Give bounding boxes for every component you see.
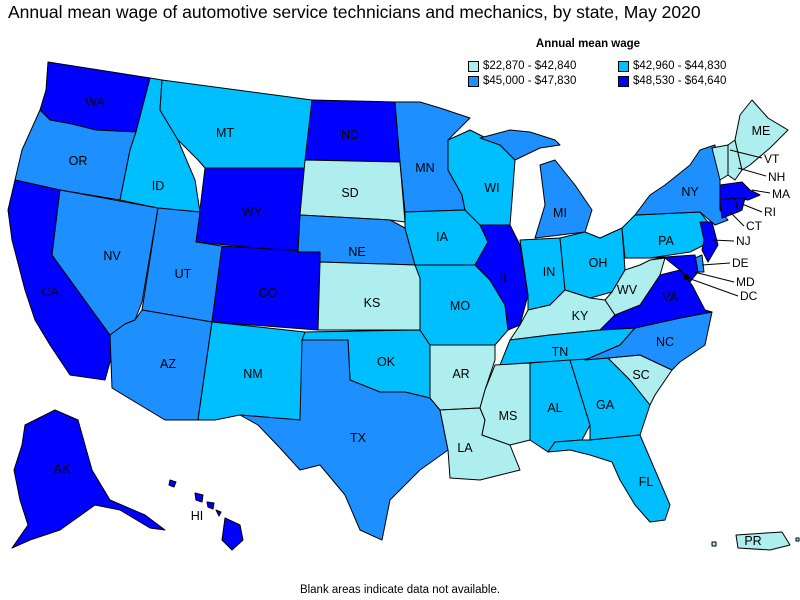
label-ri: RI bbox=[764, 205, 776, 219]
state-ri[interactable] bbox=[734, 197, 746, 213]
state-ak[interactable] bbox=[11, 409, 166, 549]
label-ak: AK bbox=[54, 462, 71, 476]
dc-marker[interactable] bbox=[683, 274, 689, 280]
label-ks: KS bbox=[364, 296, 381, 310]
label-ga: GA bbox=[596, 398, 615, 412]
label-ut: UT bbox=[175, 267, 192, 281]
legend-swatch-lowest bbox=[468, 60, 479, 72]
label-hi: HI bbox=[191, 509, 204, 523]
legend-swatch-highest bbox=[618, 75, 629, 87]
state-pr[interactable] bbox=[735, 531, 791, 551]
label-sc: SC bbox=[632, 368, 649, 382]
label-dc: DC bbox=[740, 289, 758, 303]
state-wv[interactable] bbox=[604, 257, 666, 316]
label-ny: NY bbox=[681, 185, 699, 199]
label-ms: MS bbox=[499, 409, 518, 423]
label-ca: CA bbox=[41, 285, 59, 299]
state-ma[interactable] bbox=[719, 181, 761, 201]
state-pr-islet[interactable] bbox=[711, 537, 800, 547]
footnote: Blank areas indicate data not available. bbox=[299, 584, 501, 596]
label-vt: VT bbox=[764, 152, 780, 166]
label-nd: ND bbox=[341, 128, 359, 142]
label-ia: IA bbox=[436, 230, 448, 244]
label-de: DE bbox=[732, 256, 749, 270]
legend-label-low: $42,960 - $44,830 bbox=[633, 60, 727, 72]
label-nh: NH bbox=[768, 170, 785, 184]
label-nj: NJ bbox=[736, 234, 751, 248]
label-pr: PR bbox=[744, 534, 761, 548]
legend-item-highest: $48,530 - $64,640 bbox=[618, 75, 768, 87]
label-nv: NV bbox=[103, 249, 121, 263]
state-nc[interactable] bbox=[584, 311, 713, 371]
label-in: IN bbox=[543, 265, 556, 279]
label-ma: MA bbox=[772, 187, 790, 201]
label-wi: WI bbox=[484, 181, 499, 195]
state-il[interactable] bbox=[474, 224, 529, 331]
legend-label-highest: $48,530 - $64,640 bbox=[633, 75, 727, 87]
label-la: LA bbox=[457, 441, 473, 455]
legend-swatch-low bbox=[618, 60, 629, 72]
label-az: AZ bbox=[160, 357, 176, 371]
label-ok: OK bbox=[377, 355, 396, 369]
state-sd[interactable] bbox=[299, 159, 406, 223]
label-wv: WV bbox=[617, 283, 638, 297]
legend-swatch-mid bbox=[468, 75, 479, 87]
state-tx[interactable] bbox=[239, 339, 449, 541]
label-sd: SD bbox=[341, 186, 358, 200]
legend-item-mid: $45,000 - $47,830 bbox=[468, 75, 618, 87]
label-id: ID bbox=[152, 179, 165, 193]
label-tn: TN bbox=[552, 345, 569, 359]
label-fl: FL bbox=[639, 475, 654, 489]
label-va: VA bbox=[662, 290, 678, 304]
state-fl[interactable] bbox=[547, 434, 671, 523]
label-il: IL bbox=[500, 271, 510, 285]
legend: Annual mean wage $22,870 - $42,840 $42,9… bbox=[468, 38, 768, 87]
state-me[interactable] bbox=[734, 99, 789, 171]
state-hi[interactable] bbox=[221, 517, 244, 551]
label-nc: NC bbox=[656, 335, 674, 349]
map-title: Annual mean wage of automotive service t… bbox=[8, 2, 701, 22]
legend-label-mid: $45,000 - $47,830 bbox=[483, 75, 577, 87]
label-me: ME bbox=[752, 124, 771, 138]
label-ar: AR bbox=[452, 367, 469, 381]
legend-item-lowest: $22,870 - $42,840 bbox=[468, 60, 618, 72]
label-md: MD bbox=[736, 275, 755, 289]
label-wy: WY bbox=[242, 205, 263, 219]
state-mi-upper[interactable] bbox=[479, 129, 561, 161]
state-nj[interactable] bbox=[699, 221, 719, 263]
state-hi-islands[interactable] bbox=[168, 479, 222, 517]
label-ct: CT bbox=[746, 219, 763, 233]
label-nm: NM bbox=[243, 367, 262, 381]
label-ne: NE bbox=[348, 245, 365, 259]
label-al: AL bbox=[547, 401, 562, 415]
label-pa: PA bbox=[658, 234, 674, 248]
label-mi: MI bbox=[553, 206, 567, 220]
label-oh: OH bbox=[589, 256, 608, 270]
label-mo: MO bbox=[450, 299, 470, 313]
label-tx: TX bbox=[350, 431, 367, 445]
label-or: OR bbox=[69, 154, 88, 168]
label-wa: WA bbox=[85, 95, 105, 109]
state-mi[interactable] bbox=[534, 159, 593, 239]
label-mn: MN bbox=[415, 161, 434, 175]
label-ky: KY bbox=[572, 309, 589, 323]
label-mt: MT bbox=[216, 126, 234, 140]
legend-label-lowest: $22,870 - $42,840 bbox=[483, 60, 577, 72]
leader-lines bbox=[687, 149, 771, 297]
label-co: CO bbox=[259, 286, 278, 300]
legend-title: Annual mean wage bbox=[535, 38, 641, 50]
legend-item-low: $42,960 - $44,830 bbox=[618, 60, 768, 72]
